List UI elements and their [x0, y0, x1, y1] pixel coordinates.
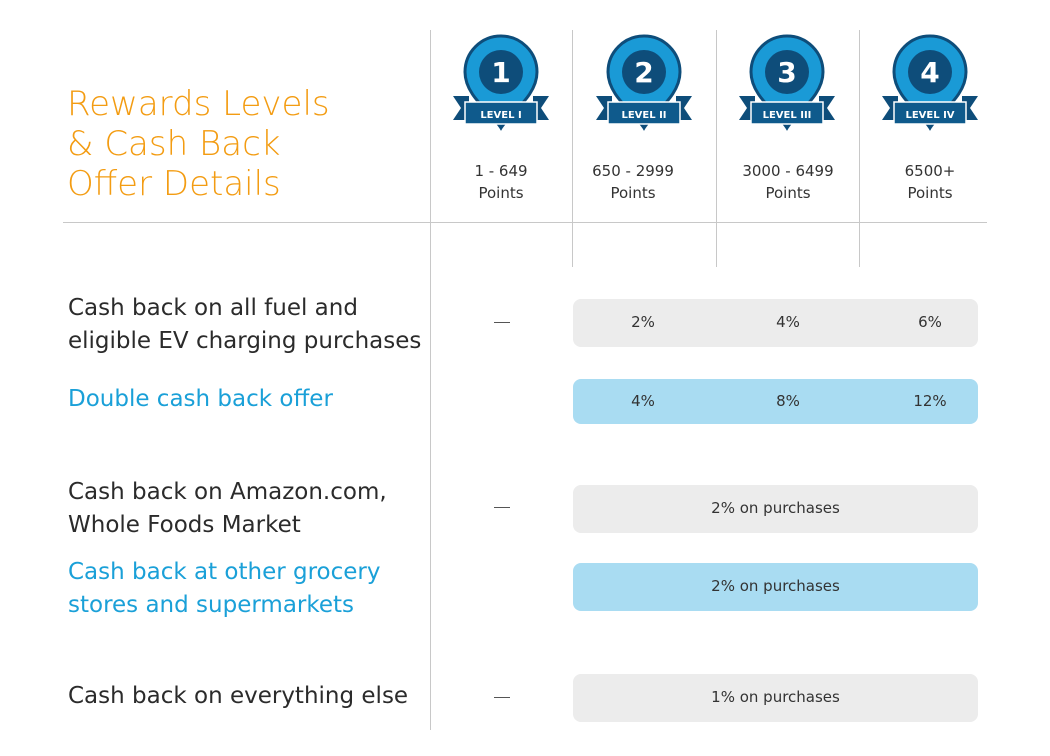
double-values-bar: 4% 8% 12% [573, 379, 978, 424]
level-2-number: 2 [634, 56, 653, 89]
level-1-points-unit: Points [478, 184, 524, 202]
level-4-points-range: 6500+ [904, 162, 956, 180]
fuel-values-bar: 2% 4% 6% [573, 299, 978, 347]
level-3-points-range: 3000 - 6499 [742, 162, 834, 180]
column-divider-2 [572, 30, 573, 267]
level-1-points-range: 1 - 649 [474, 162, 528, 180]
amazon-label-line-1: Cash back on Amazon.com, [68, 479, 387, 505]
fuel-label-line-1: Cash back on all fuel and [68, 295, 358, 321]
level-3-points-unit: Points [765, 184, 811, 202]
grocery-cash-back-label: Cash back at other grocery stores and su… [68, 556, 428, 622]
grocery-value-bar: 2% on purchases [573, 563, 978, 611]
level-4-label: LEVEL IV [905, 110, 954, 121]
level-3-badge-icon: 3 LEVEL III [737, 34, 837, 134]
level-4-number: 4 [920, 56, 939, 89]
header-divider [63, 222, 987, 223]
level-3-label: LEVEL III [763, 110, 812, 121]
everything-level-1-dash [494, 697, 510, 698]
double-level-2-value: 4% [631, 392, 655, 410]
level-1-number: 1 [491, 56, 510, 89]
fuel-level-1-dash [494, 322, 510, 323]
level-4-badge-icon: 4 LEVEL IV [880, 34, 980, 134]
amazon-level-1-dash [494, 507, 510, 508]
fuel-level-2-value: 2% [631, 313, 655, 331]
fuel-level-4-value: 6% [918, 313, 942, 331]
amazon-cash-back-label: Cash back on Amazon.com, Whole Foods Mar… [68, 476, 428, 542]
column-divider-3 [716, 30, 717, 267]
everything-value: 1% on purchases [711, 688, 840, 706]
level-4-points-unit: Points [907, 184, 953, 202]
double-level-4-value: 12% [913, 392, 947, 410]
level-2-badge-icon: 2 LEVEL II [594, 34, 694, 134]
amazon-value-bar: 2% on purchases [573, 485, 978, 533]
level-2-label: LEVEL II [621, 110, 666, 121]
grocery-value: 2% on purchases [711, 577, 840, 595]
title-line-2: & Cash Back [67, 124, 281, 164]
level-3-points: 3000 - 6499 Points [723, 160, 853, 204]
page-title: Rewards Levels & Cash Back Offer Details [67, 84, 407, 204]
grocery-label-line-1: Cash back at other grocery [68, 559, 381, 585]
everything-else-label: Cash back on everything else [68, 683, 409, 709]
level-4-points: 6500+ Points [865, 160, 995, 204]
level-3-number: 3 [777, 56, 796, 89]
fuel-level-3-value: 4% [776, 313, 800, 331]
everything-value-bar: 1% on purchases [573, 674, 978, 722]
grocery-label-line-2: stores and supermarkets [68, 592, 355, 618]
level-2-points-range: 650 - 2999 [592, 162, 674, 180]
level-1-label: LEVEL I [480, 110, 521, 121]
level-2-points: 650 - 2999 Points [568, 160, 698, 204]
fuel-cash-back-label: Cash back on all fuel and eligible EV ch… [68, 292, 428, 358]
amazon-value: 2% on purchases [711, 499, 840, 517]
amazon-label-line-2: Whole Foods Market [68, 512, 301, 538]
level-2-points-unit: Points [610, 184, 656, 202]
double-level-3-value: 8% [776, 392, 800, 410]
title-line-3: Offer Details [67, 164, 281, 204]
title-line-1: Rewards Levels [67, 84, 330, 124]
column-divider-4 [859, 30, 860, 267]
double-cash-back-label: Double cash back offer [68, 386, 333, 412]
column-divider-1 [430, 30, 431, 730]
level-1-badge-icon: 1 LEVEL I [451, 34, 551, 134]
fuel-label-line-2: eligible EV charging purchases [68, 328, 422, 354]
level-1-points: 1 - 649 Points [436, 160, 566, 204]
